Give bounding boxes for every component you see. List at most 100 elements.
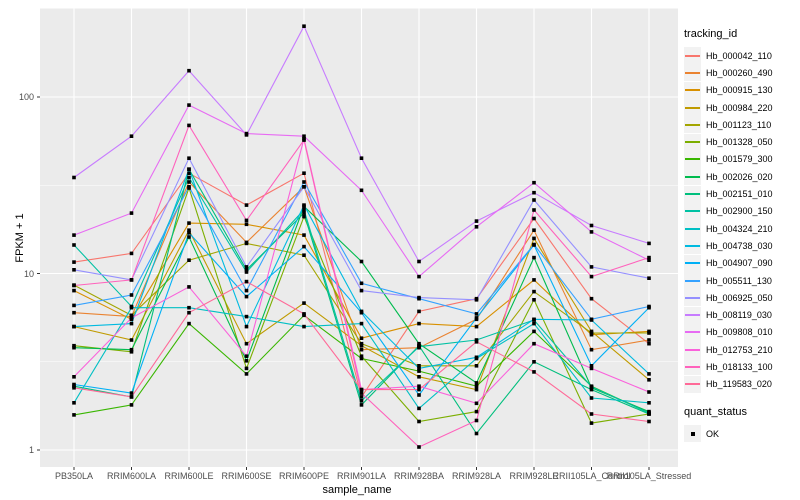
legend-item: Hb_001123_110 [684,116,798,134]
data-point-marker [417,419,421,424]
data-point-marker [302,138,306,142]
data-point-marker [589,296,594,301]
data-point-marker [302,301,306,305]
data-point-marker [474,355,479,360]
legend-item-label: Hb_012753_210 [706,344,773,355]
x-tick-label: RRII105LA_Stressed [606,471,692,481]
data-point-marker [359,403,364,407]
series-color-key-icon [684,341,701,359]
data-point-marker [244,268,249,272]
data-point-marker [647,341,651,346]
series-color-key-icon [684,254,701,272]
data-point-marker [417,309,421,314]
data-point-marker [532,289,536,294]
data-point-marker [187,175,191,180]
x-tick-label: RRIM901LA [336,471,387,481]
data-point-marker [302,244,306,249]
data-point-marker [302,211,306,215]
data-point-marker [589,347,594,352]
data-point-marker [129,134,134,138]
x-tick-label: RRII105LA_Control [552,471,631,481]
data-point-marker [187,221,191,225]
legend-panel: tracking_id Hb_000042_110 Hb_000260_490 Hb… [684,28,798,443]
legend-item-label: OK [706,428,720,439]
data-point-marker [417,321,421,326]
series-color-key-icon [684,306,701,324]
series-color-key-icon [684,150,701,168]
legend-item-label: Hb_002900_150 [706,206,773,217]
data-point-marker [532,317,536,322]
legend-item: Hb_000915_130 [684,81,798,99]
data-point-marker [589,331,594,335]
x-tick-label: PB350LA [54,471,94,481]
data-point-marker [72,260,76,264]
series-color-key-icon [684,133,701,151]
data-point-marker [589,265,594,269]
data-point-marker [129,347,134,352]
data-point-marker [359,281,364,286]
legend-item: Hb_008119_030 [684,306,798,324]
x-tick-label: RRIM600LA [106,471,157,481]
series-color-key-icon [684,237,701,255]
legend-item-label: Hb_006925_050 [706,292,773,303]
data-point-marker [302,214,306,219]
legend-item-label: Hb_009808_010 [706,327,773,338]
legend-item-ok: OK [684,425,798,443]
data-point-marker [359,288,364,293]
data-point-marker [72,382,76,387]
data-point-marker [647,255,651,260]
legend-item: Hb_004907_090 [684,254,798,272]
data-point-marker [532,208,536,212]
panel-background [40,8,678,467]
legend-entries: Hb_000042_110 Hb_000260_490 Hb_000915_130 H… [684,47,798,393]
data-point-marker [647,419,651,424]
data-point-marker [187,305,191,310]
data-point-marker [187,321,191,326]
data-point-marker [417,341,421,346]
data-point-marker [647,401,651,405]
legend-item: Hb_000042_110 [684,47,798,65]
data-point-marker [244,222,249,227]
data-point-marker [359,395,364,399]
data-point-marker [244,131,249,136]
data-point-marker [647,241,651,246]
data-point-marker [244,314,249,319]
series-color-key-icon [684,64,701,82]
series-color-key-icon [684,185,701,203]
data-point-marker [129,391,134,395]
data-point-marker [244,341,249,346]
data-point-marker [474,401,479,406]
legend-item-label: Hb_001579_300 [706,154,773,165]
data-point-marker [244,241,249,246]
legend-item: Hb_009808_010 [684,323,798,341]
data-point-marker [302,171,306,175]
data-point-marker [72,288,76,293]
data-point-marker [532,242,536,247]
data-point-marker [72,268,76,272]
legend-item-label: Hb_001123_110 [706,119,772,130]
data-point-marker [129,403,134,407]
data-point-marker [244,354,249,358]
legend-item: Hb_001328_050 [684,133,798,151]
data-point-marker [359,336,364,340]
data-point-marker [244,372,249,376]
data-point-marker [532,216,536,221]
legend-item: Hb_000984_220 [684,99,798,117]
data-point-marker [417,259,421,264]
data-point-marker [72,175,76,180]
data-point-marker [244,324,249,329]
data-point-marker [72,386,76,390]
data-point-marker [417,384,421,388]
data-point-marker [647,258,651,262]
x-tick-label: RRIM928LA [451,471,502,481]
data-point-marker [417,366,421,371]
data-point-marker [417,274,421,279]
data-point-marker [244,294,249,299]
data-point-marker [244,203,249,207]
data-point-marker [532,321,536,326]
data-point-marker [474,364,479,368]
data-point-marker [244,218,249,223]
data-point-marker [589,412,594,416]
legend-item: Hb_002151_010 [684,185,798,203]
